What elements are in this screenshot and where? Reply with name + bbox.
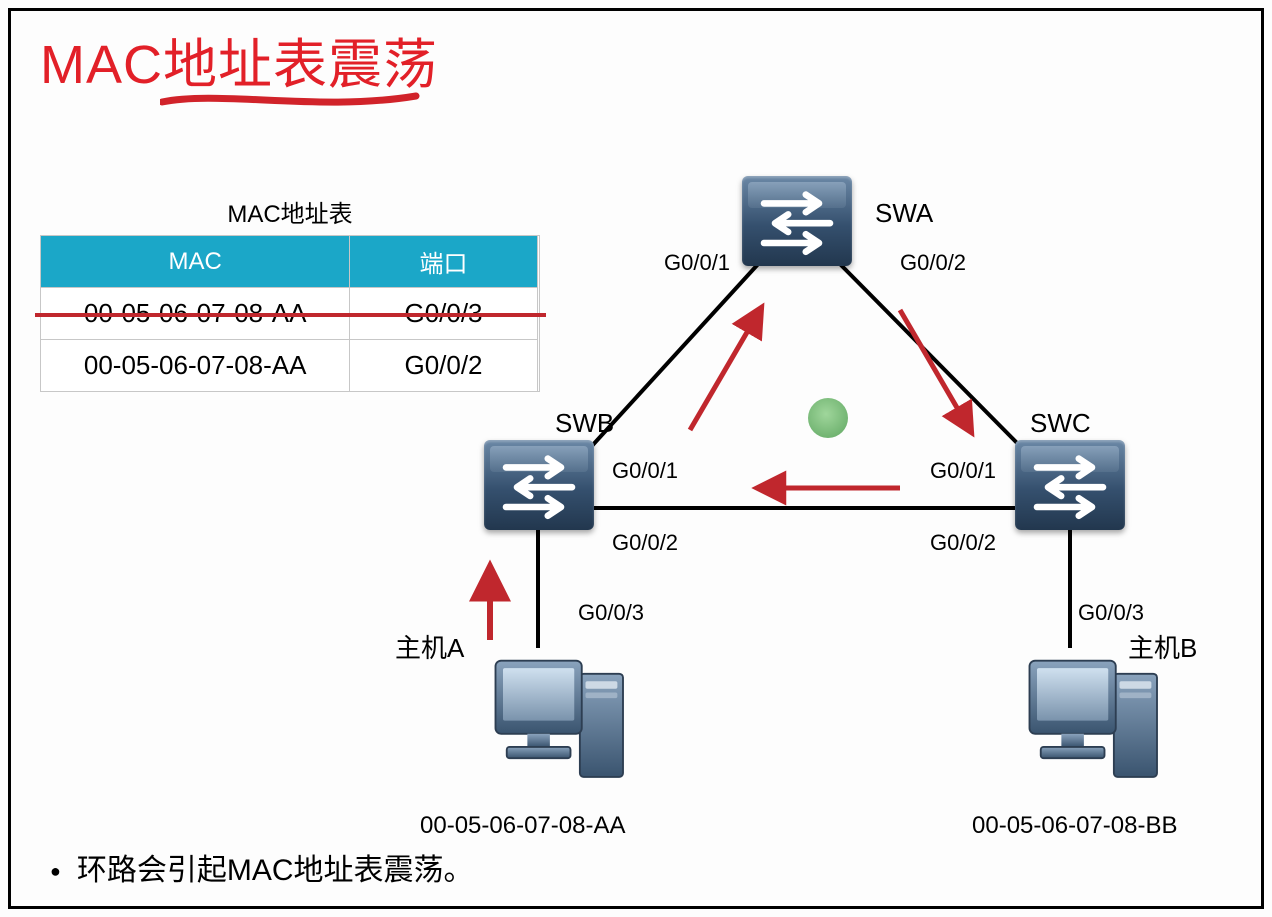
- port-label: G0/0/2: [612, 530, 678, 556]
- port-label: G0/0/1: [930, 458, 996, 484]
- label-swc: SWC: [1030, 408, 1091, 439]
- port-label: G0/0/1: [612, 458, 678, 484]
- mac-cell: 00-05-06-07-08-AA: [41, 340, 350, 392]
- port-label: G0/0/3: [578, 600, 644, 626]
- mac-table-container: MAC地址表 MAC 端口 00-05-06-07-08-AA G0/0/3 0…: [40, 194, 540, 392]
- switch-swa-icon: [742, 176, 852, 266]
- port-label: G0/0/1: [664, 250, 730, 276]
- title-underline: [160, 88, 420, 114]
- host-a-mac: 00-05-06-07-08-AA: [420, 812, 625, 840]
- mac-table: MAC 端口 00-05-06-07-08-AA G0/0/3 00-05-06…: [40, 235, 540, 392]
- mac-table-caption: MAC地址表: [40, 194, 540, 229]
- label-host-a: 主机A: [395, 628, 464, 665]
- mac-cell: 00-05-06-07-08-AA: [41, 288, 350, 340]
- laser-pointer-icon: [808, 398, 848, 438]
- port-cell: G0/0/3: [350, 288, 537, 340]
- port-label: G0/0/3: [1078, 600, 1144, 626]
- label-swa: SWA: [875, 198, 933, 229]
- switch-swc-icon: [1015, 440, 1125, 530]
- mac-table-header-row: MAC 端口: [41, 236, 540, 288]
- mac-table-col-mac: MAC: [41, 236, 350, 288]
- mac-table-col-port: 端口: [350, 236, 537, 288]
- bullet-point: 环路会引起MAC地址表震荡。: [50, 845, 474, 889]
- port-label: G0/0/2: [900, 250, 966, 276]
- switch-swb-icon: [484, 440, 594, 530]
- host-a-icon: [488, 640, 638, 790]
- port-cell: G0/0/2: [350, 340, 537, 392]
- mac-table-row-0: 00-05-06-07-08-AA G0/0/3: [41, 288, 540, 340]
- host-b-mac: 00-05-06-07-08-BB: [972, 812, 1177, 840]
- label-host-b: 主机B: [1128, 628, 1197, 665]
- port-label: G0/0/2: [930, 530, 996, 556]
- mac-table-row-1: 00-05-06-07-08-AA G0/0/2: [41, 340, 540, 392]
- label-swb: SWB: [555, 408, 614, 439]
